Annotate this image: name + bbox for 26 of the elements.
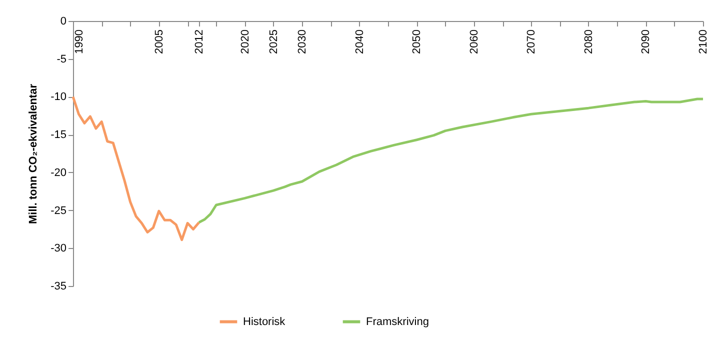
y-axis-title: Mill. tonn CO₂-ekvivalentar xyxy=(28,83,40,224)
x-tick-label: 2060 xyxy=(468,30,480,54)
x-tick-label: 2005 xyxy=(153,30,166,54)
legend-label: Historisk xyxy=(243,316,286,328)
y-tick-label: -25 xyxy=(50,204,66,217)
x-tick-label: 2070 xyxy=(526,30,538,54)
x-tick-label: 2012 xyxy=(194,30,206,54)
x-tick-label: 2040 xyxy=(354,30,366,54)
y-tick-label: -30 xyxy=(50,242,66,255)
line-series xyxy=(72,95,200,242)
x-tick-label: 2030 xyxy=(296,30,309,54)
y-tick-label: -5 xyxy=(56,53,66,66)
x-tick-label: 1990 xyxy=(74,30,86,54)
line-series xyxy=(198,98,704,224)
x-tick-label: 2090 xyxy=(640,30,652,54)
x-tick-label: 2080 xyxy=(582,30,595,54)
y-tick-label: 0 xyxy=(60,16,66,28)
x-tick-label: 2025 xyxy=(268,30,280,54)
y-tick-label: -35 xyxy=(50,280,66,292)
y-tick-label: -20 xyxy=(50,166,66,179)
x-tick-label: 2050 xyxy=(411,30,424,54)
x-tick-label: 2020 xyxy=(239,30,252,54)
y-tick-label: -15 xyxy=(50,129,66,142)
x-tick-label: 2100 xyxy=(698,30,710,54)
y-tick-label: -10 xyxy=(50,91,66,104)
legend-label: Framskriving xyxy=(366,316,429,328)
